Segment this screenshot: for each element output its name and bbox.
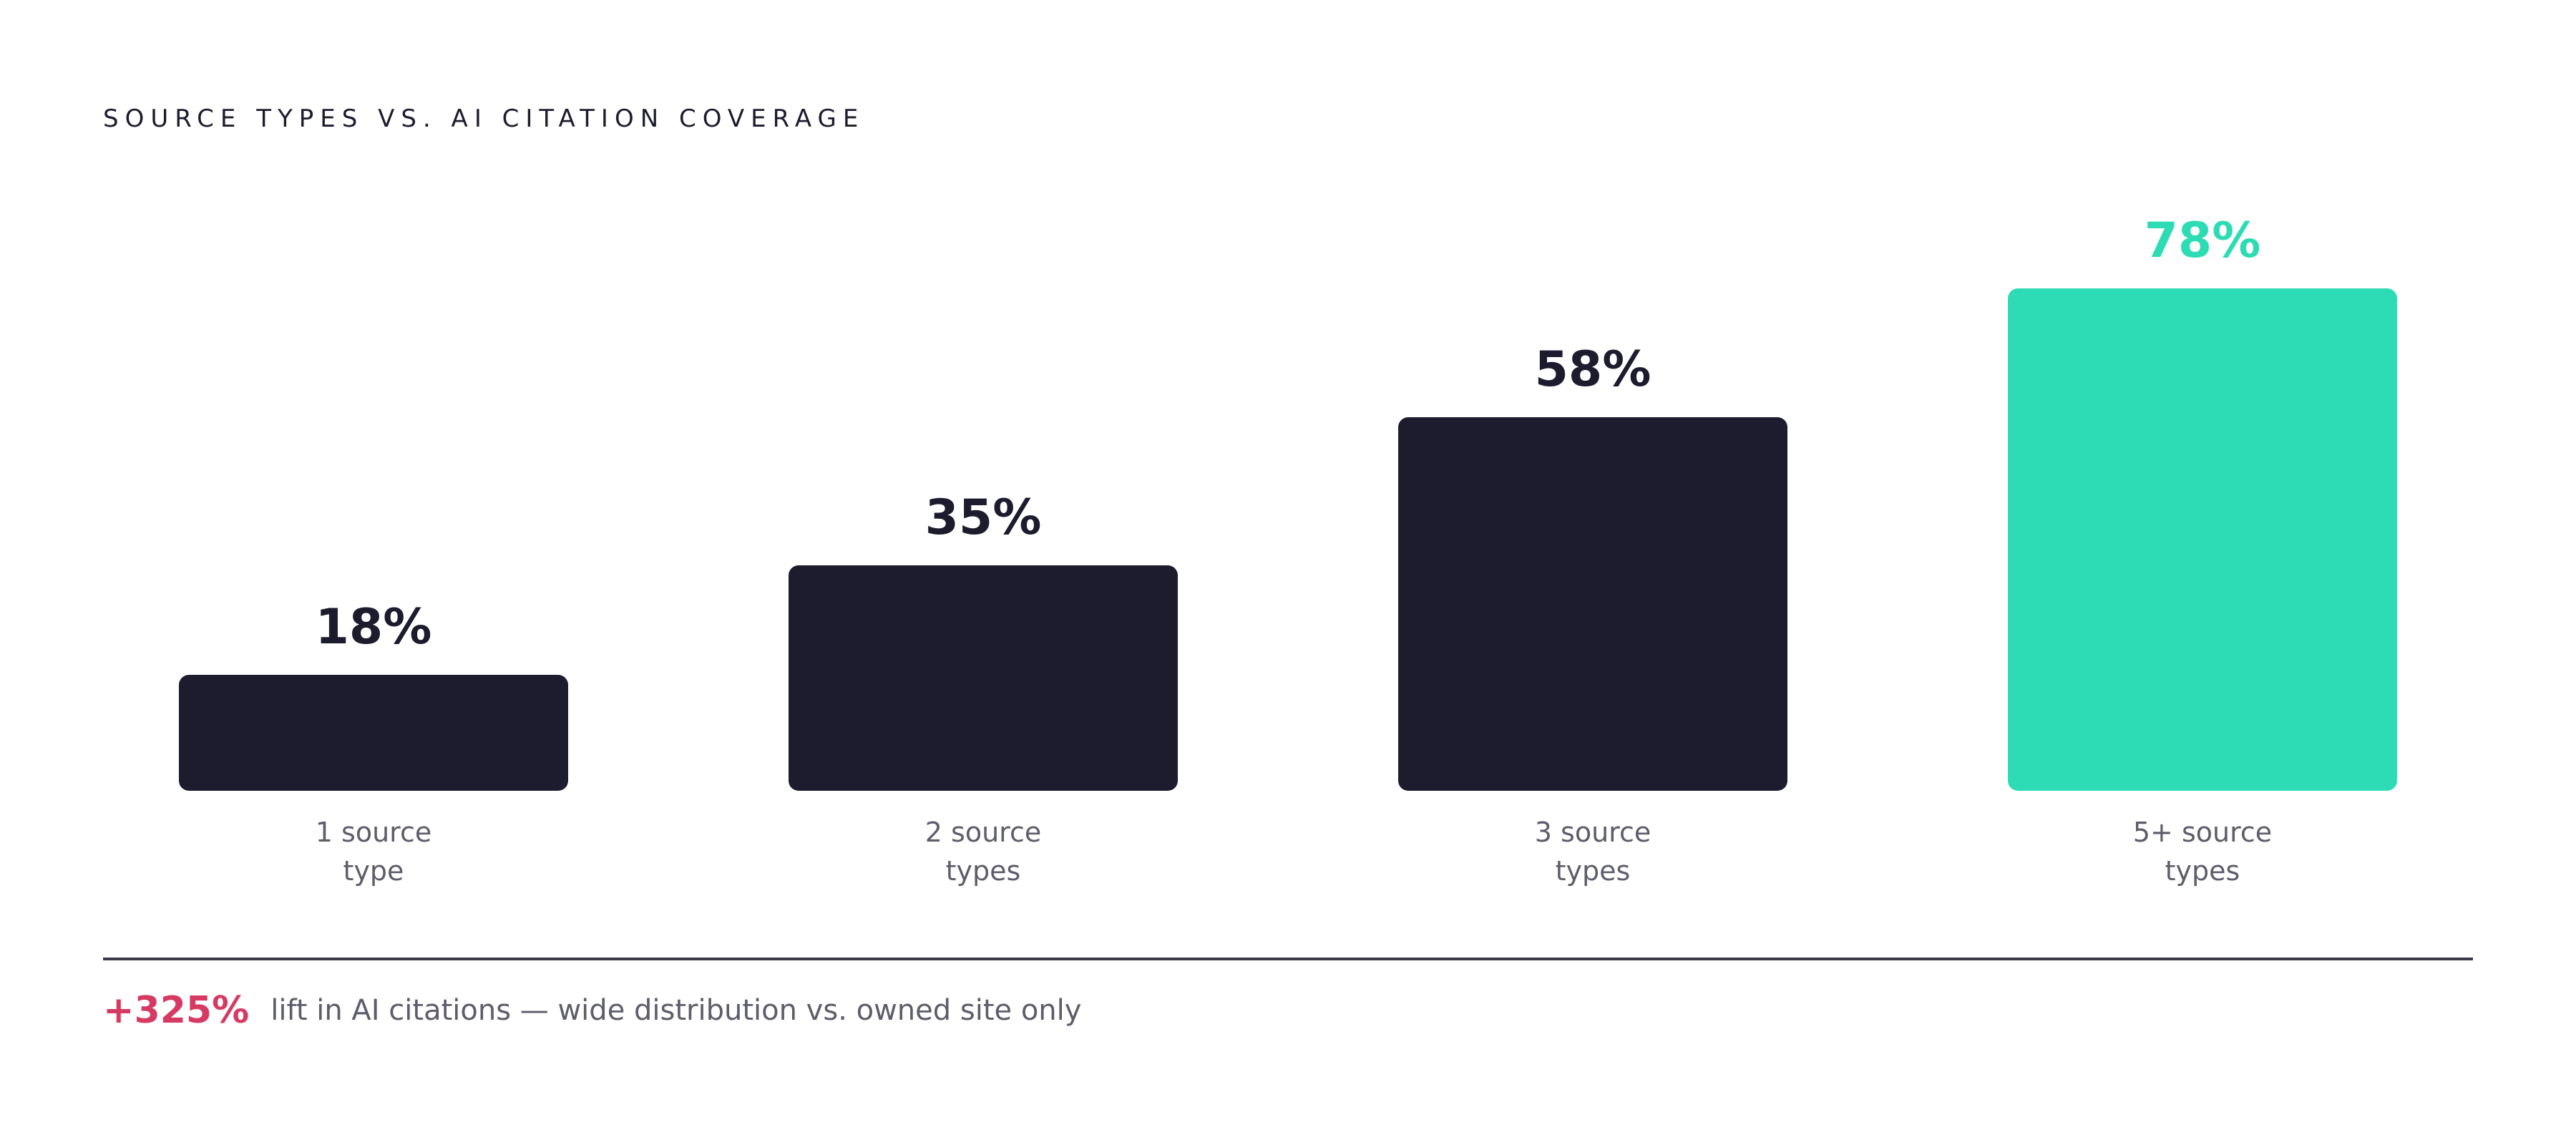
bar <box>2008 288 2397 791</box>
category-label: types <box>946 855 1021 887</box>
bar-value-label: 35% <box>925 489 1042 546</box>
category-label: 5+ source <box>2133 817 2272 848</box>
footer-summary: +325% lift in AI citations — wide distri… <box>103 982 1081 1039</box>
category-label: 1 source <box>316 817 431 848</box>
bar-value-label: 58% <box>1535 341 1652 398</box>
footer-stat: +325% <box>103 989 250 1032</box>
bar <box>179 675 568 791</box>
category-label: types <box>1556 855 1631 887</box>
divider <box>103 958 2473 960</box>
bar <box>789 565 1178 791</box>
bar-value-label: 18% <box>316 599 432 656</box>
bar <box>1398 417 1787 791</box>
category-label: type <box>343 855 404 887</box>
category-label: 3 source <box>1535 817 1651 848</box>
category-label: types <box>2165 855 2240 887</box>
bar-value-label: 78% <box>2145 213 2261 269</box>
footer-text: lift in AI citations — wide distribution… <box>270 994 1082 1027</box>
chart-title: SOURCE TYPES VS. AI CITATION COVERAGE <box>103 104 865 133</box>
category-label: 2 source <box>925 817 1041 848</box>
